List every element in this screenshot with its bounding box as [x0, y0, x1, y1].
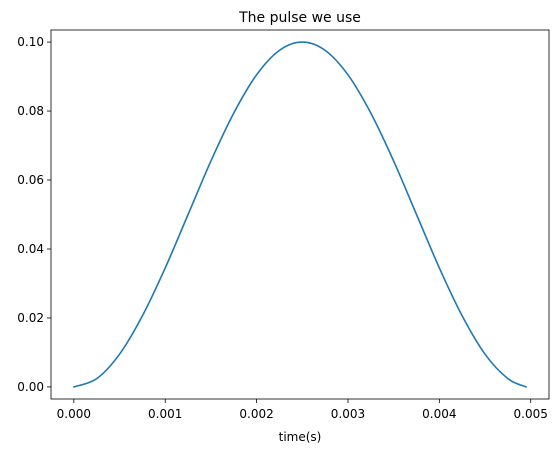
x-tick-label: 0.005	[514, 407, 548, 421]
x-tick-label: 0.004	[422, 407, 456, 421]
x-axis-ticks: 0.000 0.001 0.002 0.003 0.004 0.005	[57, 399, 548, 421]
x-tick-label: 0.003	[331, 407, 365, 421]
x-tick-label: 0.001	[148, 407, 182, 421]
y-axis-ticks: 0.00 0.02 0.04 0.06 0.08 0.10	[17, 35, 51, 394]
plot-background	[51, 30, 549, 399]
x-axis-label: time(s)	[279, 430, 322, 444]
y-tick-label: 0.02	[17, 311, 44, 325]
y-tick-label: 0.04	[17, 242, 44, 256]
pulse-series-line	[73, 41, 527, 388]
y-tick-label: 0.00	[17, 380, 44, 394]
x-tick-label: 0.000	[57, 407, 91, 421]
plot-frame	[50, 29, 550, 400]
y-tick-label: 0.10	[17, 35, 44, 49]
chart-title: The pulse we use	[238, 10, 361, 26]
y-tick-label: 0.08	[17, 104, 44, 118]
x-tick-label: 0.002	[239, 407, 273, 421]
y-tick-label: 0.06	[17, 173, 44, 187]
